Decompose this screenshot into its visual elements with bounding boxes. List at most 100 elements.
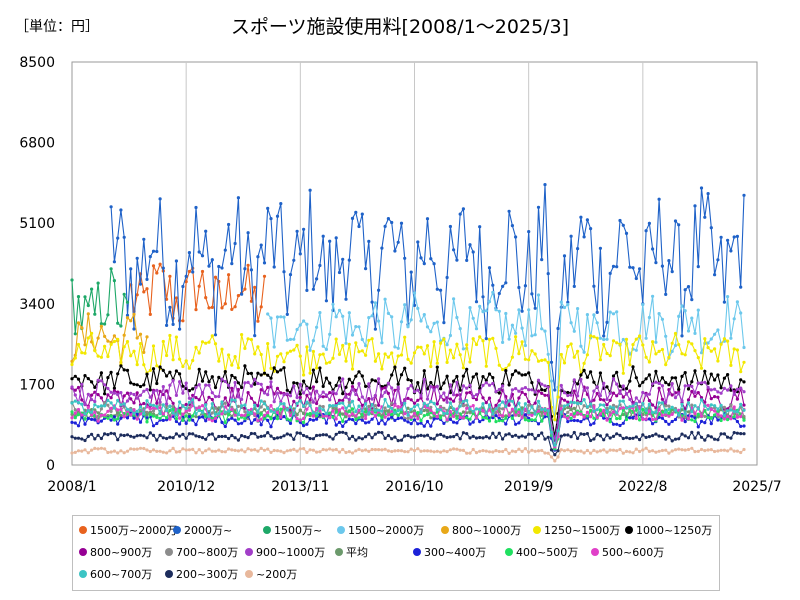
data-point — [122, 235, 126, 239]
data-point — [243, 403, 247, 407]
data-point — [213, 419, 218, 423]
data-point — [191, 414, 195, 418]
data-point — [680, 402, 684, 406]
data-point — [93, 408, 97, 412]
data-point — [377, 288, 381, 292]
data-point — [305, 407, 309, 411]
data-point — [96, 336, 100, 340]
data-point — [742, 403, 746, 407]
data-point — [579, 432, 583, 436]
data-point — [210, 432, 214, 436]
data-point — [90, 448, 94, 452]
data-point — [618, 433, 622, 437]
data-point — [589, 370, 593, 374]
data-point — [598, 394, 603, 398]
data-point — [393, 435, 397, 439]
legend-marker-icon — [625, 526, 633, 534]
data-point — [207, 380, 211, 384]
data-point — [292, 447, 296, 451]
data-point — [178, 416, 182, 420]
data-point — [129, 267, 133, 271]
y-tick-label: 5100 — [19, 216, 55, 232]
data-point — [171, 404, 175, 409]
data-point — [256, 381, 260, 386]
data-point — [651, 449, 655, 453]
data-point — [432, 262, 436, 266]
data-point — [236, 449, 240, 453]
data-point — [138, 446, 143, 450]
data-point — [693, 419, 697, 424]
data-point — [122, 451, 126, 455]
data-point — [507, 413, 511, 417]
data-point — [390, 409, 394, 413]
legend-marker-icon — [505, 548, 513, 556]
data-point — [119, 449, 123, 453]
data-point — [667, 414, 671, 418]
data-point — [595, 408, 599, 412]
data-point — [298, 447, 302, 451]
data-point — [178, 450, 182, 454]
data-point — [347, 450, 351, 454]
data-point — [151, 414, 156, 418]
data-point — [380, 394, 384, 398]
data-point — [275, 354, 280, 358]
data-point — [729, 336, 733, 340]
data-point — [585, 410, 590, 414]
data-point — [726, 388, 730, 392]
data-point — [364, 410, 368, 414]
data-point — [621, 451, 625, 455]
data-point — [726, 418, 730, 422]
data-point — [357, 370, 361, 374]
data-point — [262, 402, 267, 406]
legend-label: 700~800万 — [176, 546, 239, 559]
data-point — [373, 379, 377, 383]
data-point — [543, 358, 547, 362]
data-point — [713, 347, 717, 351]
data-point — [197, 284, 201, 288]
data-point — [514, 450, 518, 454]
data-point — [337, 413, 342, 417]
data-point — [693, 394, 697, 398]
data-point — [602, 334, 606, 338]
data-point — [181, 412, 185, 416]
data-point — [615, 449, 619, 453]
data-point — [412, 418, 417, 422]
data-point — [76, 424, 81, 428]
data-point — [279, 391, 283, 395]
data-point — [722, 405, 727, 409]
data-point — [566, 403, 570, 407]
data-point — [350, 418, 355, 422]
data-point — [713, 413, 717, 417]
data-point — [572, 418, 576, 423]
data-point — [562, 305, 567, 310]
unit-label: ［単位：円］ — [15, 19, 99, 35]
data-point — [285, 388, 289, 392]
data-point — [184, 402, 188, 407]
y-tick-label: 6800 — [19, 136, 55, 152]
data-point — [683, 448, 687, 452]
data-point — [315, 277, 319, 281]
data-point — [517, 396, 521, 400]
data-point — [292, 381, 296, 385]
data-point — [106, 450, 110, 455]
data-point — [80, 326, 84, 330]
data-point — [595, 321, 599, 325]
data-point — [240, 292, 244, 296]
data-point — [611, 448, 616, 452]
data-point — [403, 256, 407, 260]
data-point — [514, 407, 518, 411]
data-point — [556, 449, 560, 453]
data-point — [713, 273, 717, 277]
data-point — [236, 196, 240, 200]
data-point — [266, 411, 270, 415]
data-point — [527, 400, 531, 404]
data-point — [693, 204, 697, 208]
data-point — [292, 258, 296, 262]
data-point — [566, 416, 570, 420]
data-point — [452, 399, 456, 403]
data-point — [468, 383, 472, 387]
data-point — [337, 376, 342, 380]
data-point — [494, 449, 498, 453]
data-point — [576, 394, 580, 398]
data-point — [517, 285, 521, 290]
